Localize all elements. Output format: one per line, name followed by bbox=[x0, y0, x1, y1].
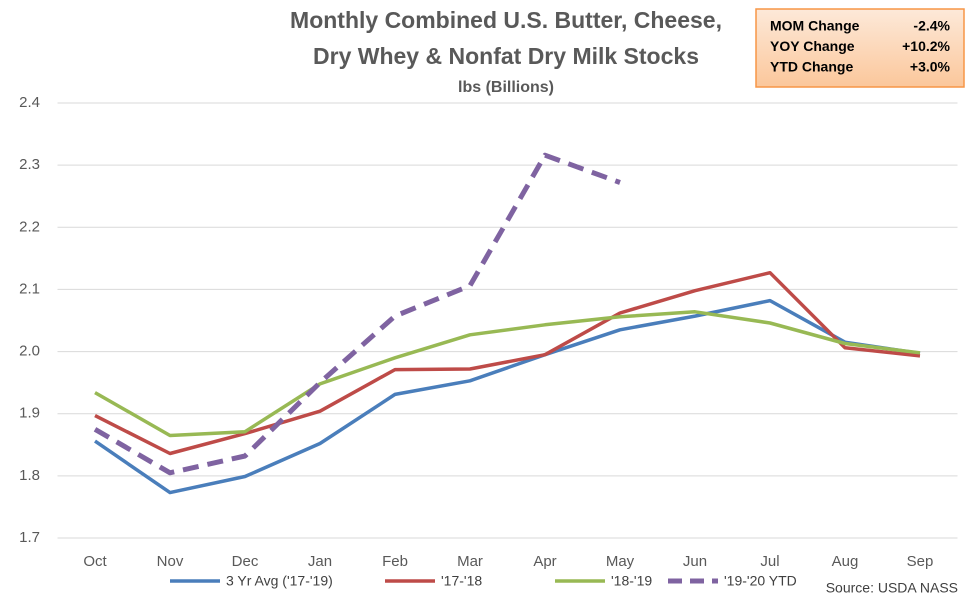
legend-label: 3 Yr Avg ('17-'19) bbox=[226, 573, 333, 589]
info-label: MOM Change bbox=[770, 18, 860, 34]
x-tick-label: Mar bbox=[457, 553, 483, 570]
chart-subtitle: lbs (Billions) bbox=[458, 79, 554, 96]
y-tick-label: 1.8 bbox=[19, 467, 40, 484]
y-tick-label: 2.3 bbox=[19, 156, 40, 173]
x-tick-label: Sep bbox=[907, 553, 934, 570]
x-tick-label: May bbox=[606, 553, 635, 570]
series-line bbox=[94, 310, 921, 438]
x-tick-label: Dec bbox=[232, 553, 259, 570]
source: Source: USDA NASS bbox=[826, 580, 958, 596]
info-value: +3.0% bbox=[910, 59, 951, 75]
x-tick-label: Nov bbox=[157, 553, 184, 570]
y-tick-label: 2.0 bbox=[19, 343, 40, 360]
info-value: -2.4% bbox=[913, 18, 950, 34]
y-tick-label: 1.9 bbox=[19, 405, 40, 422]
x-tick-label: Jan bbox=[308, 553, 332, 570]
legend-label: '19-'20 YTD bbox=[724, 573, 797, 589]
y-tick-label: 1.7 bbox=[19, 529, 40, 546]
x-tick-label: Aug bbox=[832, 553, 859, 570]
x-tick-label: Jun bbox=[683, 553, 707, 570]
info-value: +10.2% bbox=[902, 38, 950, 54]
chart-title: Monthly Combined U.S. Butter, Cheese, bbox=[290, 7, 722, 33]
series-line bbox=[94, 298, 921, 495]
y-tick-label: 2.4 bbox=[19, 94, 40, 111]
y-tick-label: 2.1 bbox=[19, 280, 40, 297]
legend-label: '18-'19 bbox=[611, 573, 652, 589]
x-tick-label: Apr bbox=[533, 553, 556, 570]
x-tick-label: Feb bbox=[382, 553, 408, 570]
x-tick-label: Jul bbox=[760, 553, 779, 570]
y-tick-label: 2.2 bbox=[19, 218, 40, 235]
series-line bbox=[94, 270, 921, 456]
x-tick-label: Oct bbox=[83, 553, 107, 570]
legend-label: '17-'18 bbox=[441, 573, 482, 589]
info-label: YTD Change bbox=[770, 59, 853, 75]
chart-title: Dry Whey & Nonfat Dry Milk Stocks bbox=[313, 43, 699, 69]
series-line bbox=[93, 152, 621, 476]
info-box bbox=[755, 8, 965, 88]
info-label: YOY Change bbox=[770, 38, 855, 54]
